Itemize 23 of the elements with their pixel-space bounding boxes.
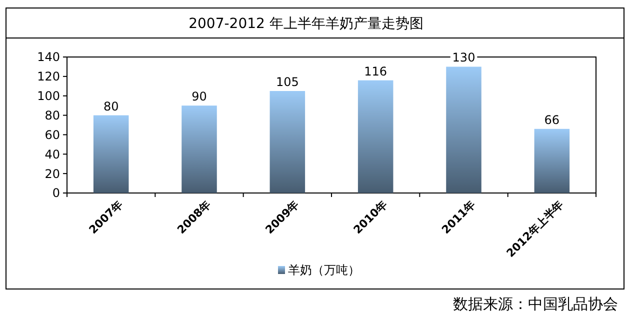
data-label: 66: [544, 112, 560, 127]
data-label: 90: [192, 90, 207, 104]
y-tick-label: 80: [44, 108, 60, 122]
source-note: 数据来源：中国乳品协会: [453, 295, 618, 313]
y-tick-label: 140: [37, 50, 60, 64]
data-label: 80: [103, 99, 119, 114]
data-label: 130: [452, 50, 476, 65]
bar: [446, 66, 482, 193]
data-label: 116: [364, 64, 388, 78]
y-tick-label: 40: [44, 147, 60, 162]
y-tick-label: 0: [52, 186, 60, 200]
chart-title: 2007-2012 年上半年羊奶产量走势图: [188, 16, 424, 32]
legend-label: 羊奶（万吨）: [288, 263, 360, 277]
bar: [534, 128, 570, 193]
bar: [270, 91, 306, 193]
y-tick-label: 60: [44, 128, 60, 142]
y-tick-label: 20: [44, 166, 60, 181]
y-tick-label: 120: [37, 70, 60, 84]
bar: [93, 115, 129, 193]
bar: [182, 106, 217, 193]
y-tick-label: 100: [37, 89, 60, 104]
data-label: 105: [276, 75, 299, 89]
bar: [358, 80, 394, 193]
